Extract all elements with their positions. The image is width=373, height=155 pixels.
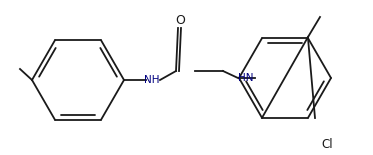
Text: NH: NH [144, 75, 160, 85]
Text: Cl: Cl [321, 139, 333, 151]
Text: HN: HN [238, 73, 254, 83]
Text: O: O [176, 13, 185, 27]
